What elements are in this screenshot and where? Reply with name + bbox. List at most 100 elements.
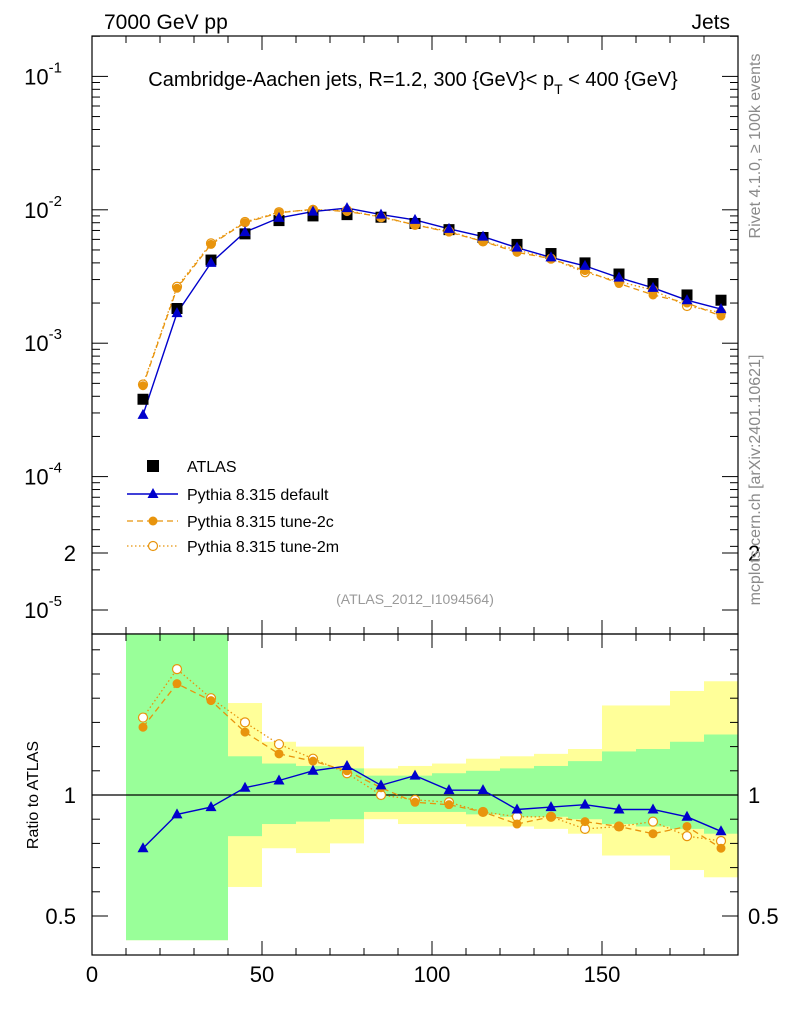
ratio-tune-2c-point <box>172 679 182 689</box>
default-point <box>511 241 523 252</box>
ratio-default-point <box>205 801 217 812</box>
atlas-point <box>715 294 727 306</box>
ratio-default-point <box>137 842 149 853</box>
default-point <box>477 230 489 241</box>
atlas-point <box>137 393 149 405</box>
default-point <box>205 256 217 267</box>
ratio-default-point <box>545 801 557 812</box>
default-point <box>375 208 387 219</box>
legend-marker-atlas <box>147 460 159 472</box>
default-point <box>613 271 625 282</box>
ratio-band-inner <box>262 763 296 825</box>
x-tick-label: 0 <box>86 962 98 987</box>
tune-2c-point <box>648 290 658 300</box>
ratio-default-point <box>715 825 727 836</box>
ratio-default-point <box>409 769 421 780</box>
ratio-default-point <box>511 803 523 814</box>
ratio-y-tick-label-left: 2 <box>64 541 76 566</box>
y-tick-base: 10 <box>24 331 48 356</box>
tune-2c-point <box>716 311 726 321</box>
y-tick-exp: -5 <box>49 593 62 610</box>
ratio-tune-2m-point <box>239 717 251 728</box>
default-point <box>409 213 421 224</box>
ratio-line-default <box>142 765 722 849</box>
main-y-tick-label: 10-1 <box>24 59 62 89</box>
ratio-band-inner <box>126 634 160 941</box>
ratio-tune-2c-point <box>138 722 148 732</box>
default-point <box>239 226 251 237</box>
ratio-default-point <box>307 764 319 775</box>
x-tick-label: 100 <box>414 962 451 987</box>
main-y-tick-label: 10-5 <box>24 593 62 623</box>
ratio-band-inner <box>228 756 262 837</box>
ratio-default-point <box>681 810 693 821</box>
y-tick-base: 10 <box>24 64 48 89</box>
header-left: 7000 GeV pp <box>104 11 228 34</box>
ratio-y-tick-label-left: 0.5 <box>45 904 76 929</box>
ratio-band-inner <box>704 734 738 834</box>
ratio-tune-2c-point <box>614 821 624 831</box>
legend-label-tune2c: Pythia 8.315 tune-2c <box>187 514 334 531</box>
x-tick-label: 50 <box>250 962 274 987</box>
y-tick-exp: -2 <box>49 193 62 210</box>
ratio-band-inner <box>194 634 228 941</box>
ratio-series <box>137 664 727 853</box>
ratio-band-inner <box>568 761 602 820</box>
default-point <box>307 205 319 216</box>
main-y-tick-labels: 10-510-410-310-210-1 <box>24 59 62 623</box>
ratio-default-point <box>579 798 591 809</box>
ratio-default-point <box>341 759 353 770</box>
ratio-tune-2c-point <box>274 749 284 759</box>
legend: ATLAS Pythia 8.315 default Pythia 8.315 tu… <box>127 459 339 556</box>
ratio-tune-2c-point <box>308 756 318 766</box>
y-tick-base: 10 <box>24 465 48 490</box>
atlas-point <box>307 210 319 222</box>
main-y-tick-label: 10-4 <box>24 460 62 490</box>
legend-label-tune2m: Pythia 8.315 tune-2m <box>187 539 339 556</box>
tune-2c-point <box>206 239 216 249</box>
ratio-band-inner <box>296 765 330 822</box>
main-y-tick-label: 10-2 <box>24 193 62 223</box>
ratio-y-tick-label-right: 2 <box>748 541 760 566</box>
main-series <box>137 202 727 419</box>
default-point <box>715 303 727 314</box>
ratio-tune-2c-point <box>682 821 692 831</box>
analysis-id: (ATLAS_2012_I1094564) <box>336 591 494 607</box>
ratio-tune-2c-point <box>444 800 454 810</box>
plot-title: Cambridge-Aachen jets, R=1.2, 300 {GeV}<… <box>148 69 678 97</box>
series-line-default <box>142 207 722 416</box>
plot-title-main: Cambridge-Aachen jets, R=1.2, 300 {GeV}<… <box>148 69 554 91</box>
y-tick-exp: -3 <box>49 326 62 343</box>
plot-title-end: < 400 {GeV} <box>563 69 678 91</box>
ratio-tune-2m-point <box>647 816 659 827</box>
default-point <box>137 408 149 419</box>
ratio-default-point <box>239 781 251 792</box>
x-tick-label: 150 <box>584 962 621 987</box>
legend-marker-tune-2c <box>148 516 158 526</box>
ratio-tune-2c-point <box>240 727 250 737</box>
ratio-bands <box>92 634 738 941</box>
plot-title-sub: T <box>554 81 563 97</box>
ratio-tune-2c-point <box>206 696 216 706</box>
ratio-y-tick-label-left: 1 <box>64 783 76 808</box>
ratio-y-tick-label-right: 0.5 <box>748 904 779 929</box>
ratio-tune-2c-point <box>580 817 590 827</box>
main-panel: 10-510-410-310-210-1 Cambridge-Aachen je… <box>24 35 739 635</box>
ratio-tune-2c-point <box>716 843 726 853</box>
side-label-top: Rivet 4.1.0, ≥ 100k events <box>747 54 764 239</box>
ratio-line-tune-2m <box>142 668 722 842</box>
ratio-default-point <box>477 784 489 795</box>
legend-marker-tune-2m <box>147 540 159 552</box>
ratio-default-point <box>171 808 183 819</box>
ratio-band-inner <box>636 749 670 827</box>
ratio-tune-2m-point <box>681 831 693 842</box>
ratio-y-tick-label-right: 1 <box>748 783 760 808</box>
series-line-tune-2m <box>142 209 722 385</box>
ratio-default-point <box>273 774 285 785</box>
ratio-tune-2c-point <box>546 812 556 822</box>
ratio-y-label: Ratio to ATLAS <box>25 741 42 849</box>
y-tick-exp: -4 <box>49 460 62 477</box>
ratio-tune-2c-point <box>478 807 488 817</box>
legend-marker-default <box>147 488 159 498</box>
legend-label-default: Pythia 8.315 default <box>187 487 329 504</box>
